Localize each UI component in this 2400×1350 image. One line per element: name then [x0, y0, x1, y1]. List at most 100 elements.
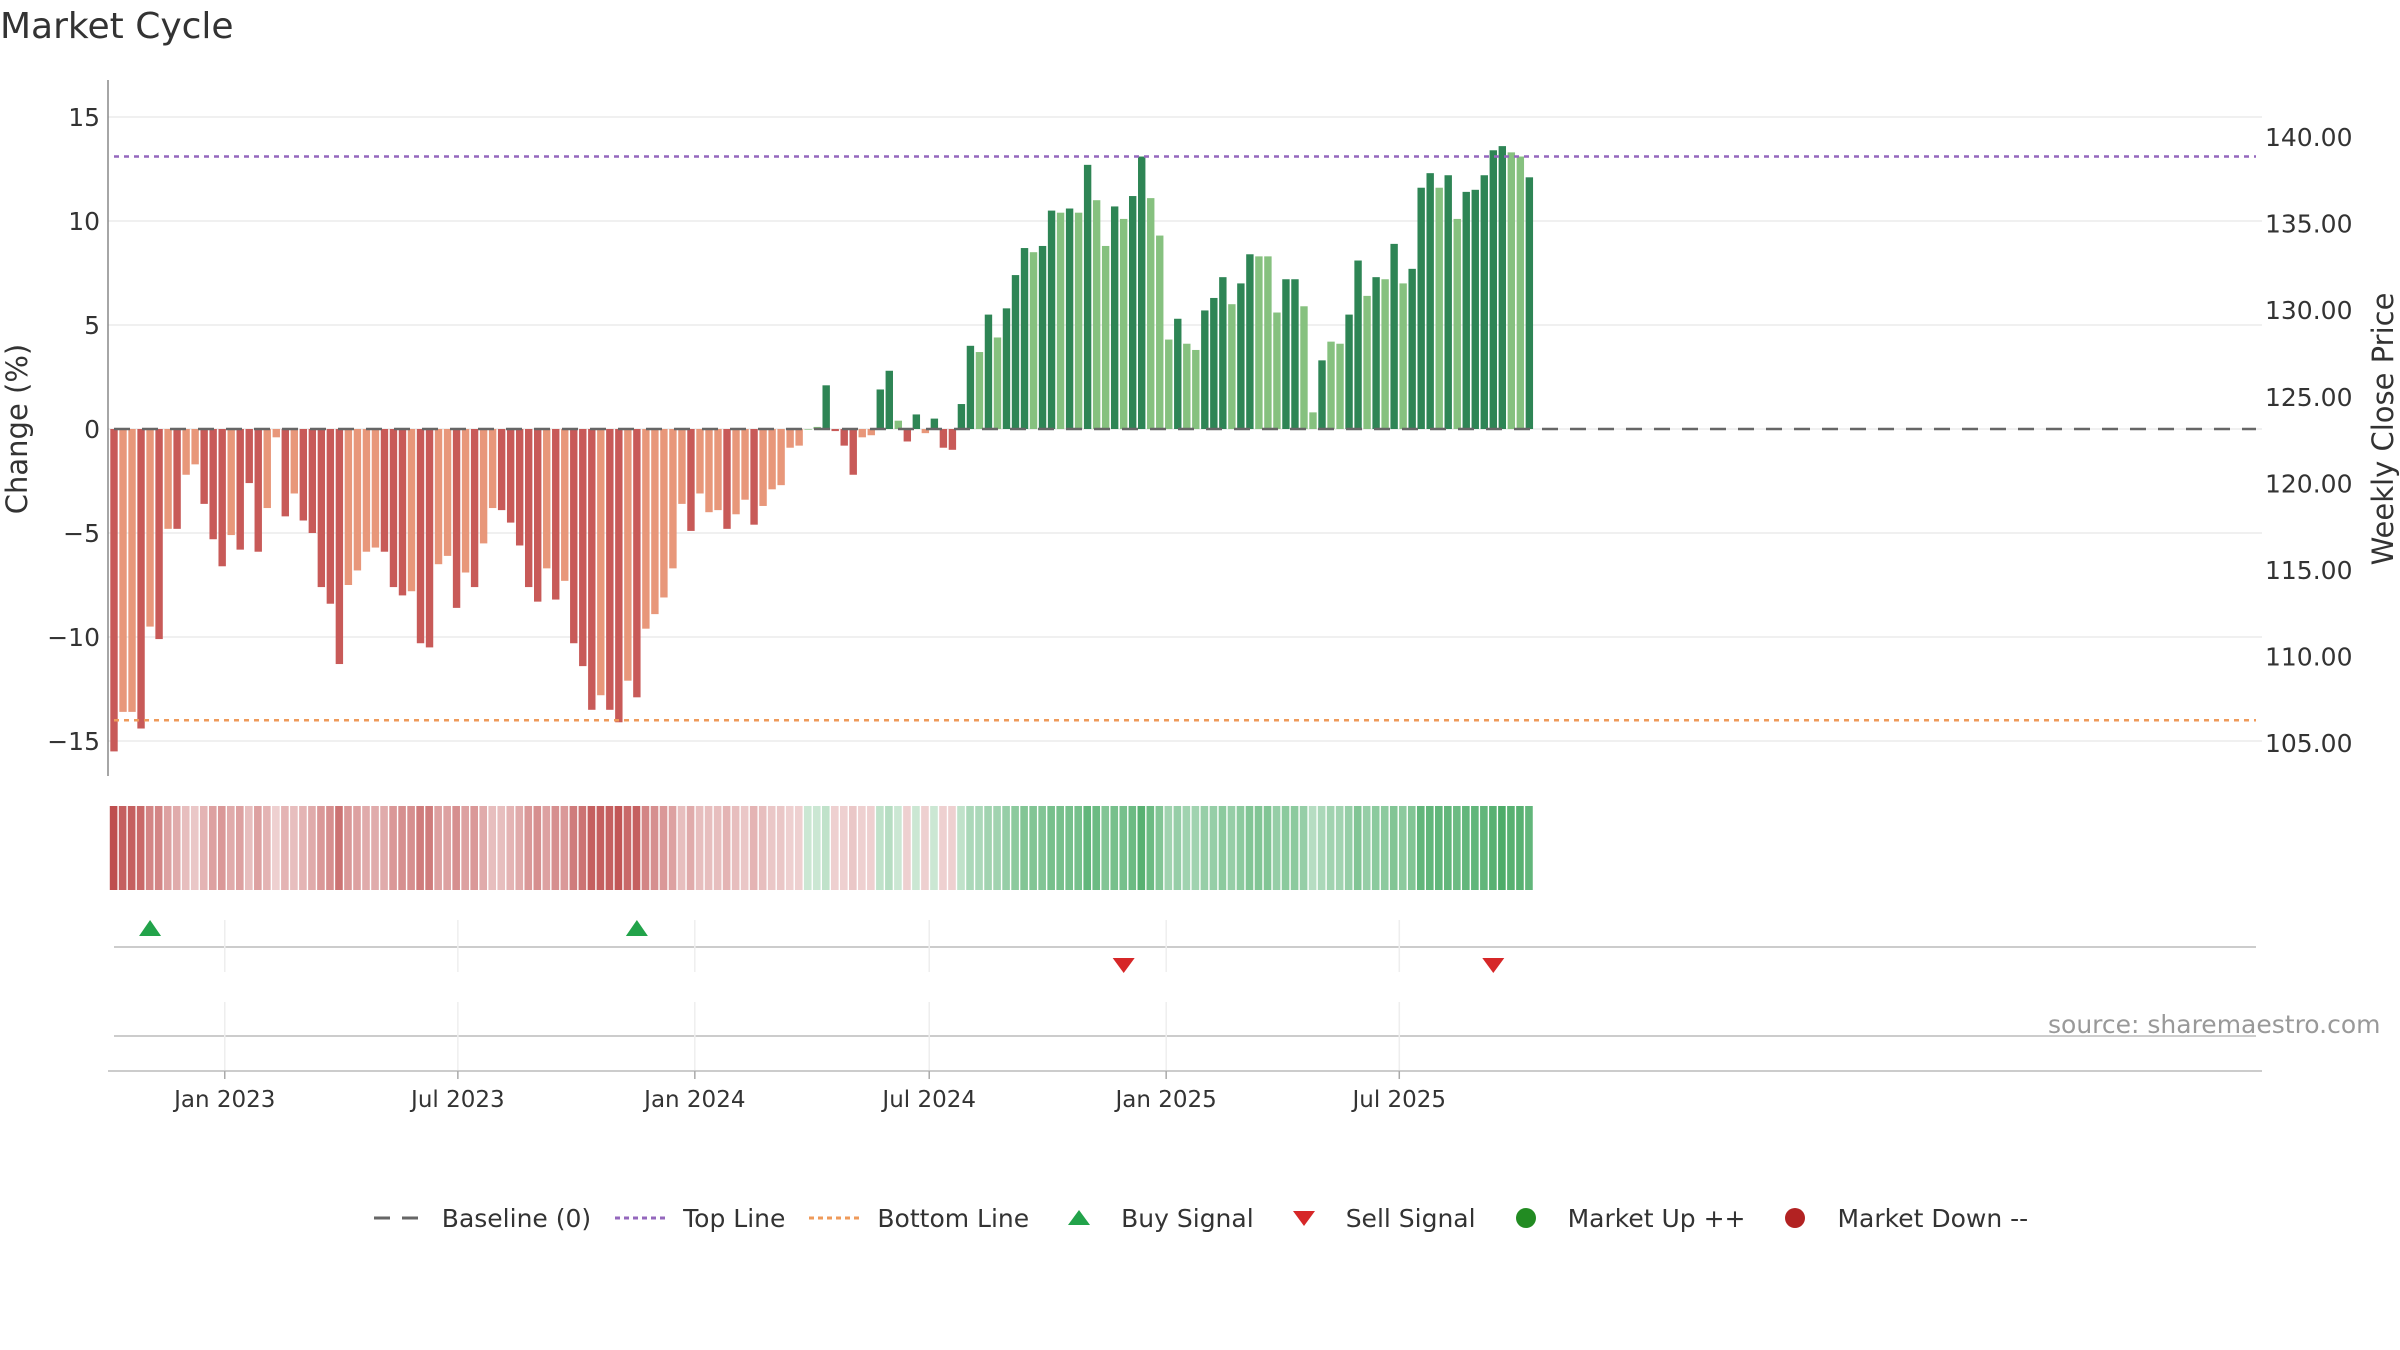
bar	[1128, 196, 1137, 429]
bar	[1011, 275, 1020, 429]
strip-cell	[479, 806, 488, 890]
strip-cell	[1272, 806, 1281, 890]
bar	[380, 429, 389, 552]
strip-cell	[506, 806, 515, 890]
strip-cell	[1227, 806, 1236, 890]
bar	[461, 429, 470, 573]
bar	[831, 429, 839, 432]
bar	[110, 429, 118, 752]
bar	[1074, 212, 1083, 429]
x-tick-label: Jan 2025	[1114, 1087, 1217, 1113]
bar	[669, 429, 677, 569]
strip-cell	[1462, 806, 1470, 890]
bar	[678, 429, 686, 504]
bar	[1101, 245, 1110, 429]
bar	[732, 429, 740, 515]
legend-swatch	[1498, 1206, 1554, 1230]
strip-cell	[948, 806, 956, 890]
bar	[633, 429, 641, 698]
bar	[1363, 295, 1371, 429]
bar	[642, 429, 650, 629]
bar	[191, 429, 199, 465]
bar	[867, 429, 875, 436]
bar	[1183, 343, 1191, 429]
strip-cell	[596, 806, 605, 890]
bar	[930, 418, 939, 429]
strip-cell	[858, 806, 866, 890]
strip-cell	[1335, 806, 1344, 890]
y-tick-label-right: 120.00	[2265, 469, 2352, 498]
strip-cell	[389, 806, 397, 890]
bar	[443, 429, 452, 556]
strip-cell	[1146, 806, 1155, 890]
strip-cell	[713, 806, 722, 890]
bar	[579, 429, 587, 667]
bar	[200, 429, 208, 504]
bar	[317, 429, 326, 588]
y-tick-label-left: −10	[47, 623, 100, 652]
strip-cell	[1191, 806, 1200, 890]
bar	[182, 429, 190, 475]
bar	[1444, 175, 1452, 429]
y-tick-label-left: 0	[84, 415, 100, 444]
strip-cell	[632, 806, 641, 890]
bar	[362, 429, 371, 552]
strip-cell	[1498, 806, 1506, 890]
legend-swatch	[372, 1206, 428, 1230]
strip-cell	[1047, 806, 1055, 890]
bar	[524, 429, 533, 588]
strip-cell	[1425, 806, 1434, 890]
legend-swatch	[1767, 1206, 1823, 1230]
strip-cell	[1444, 806, 1452, 890]
bar	[921, 429, 930, 434]
bar	[1273, 312, 1281, 429]
bar	[1345, 314, 1353, 429]
source-note: source: sharemaestro.com	[2048, 1010, 2381, 1039]
bar	[957, 404, 966, 429]
strip-cell	[272, 806, 280, 890]
strip-cell	[1344, 806, 1353, 890]
legend-item: Buy Signal	[1051, 1204, 1254, 1233]
strip-cell	[263, 806, 271, 890]
strip-cell	[1254, 806, 1263, 890]
bar	[1110, 206, 1119, 429]
bar	[335, 429, 344, 665]
bar	[912, 414, 921, 429]
legend-symbol	[1292, 1211, 1315, 1226]
strip-cell	[614, 806, 623, 890]
bar	[1165, 339, 1173, 429]
strip-cell	[1326, 806, 1335, 890]
bar	[1381, 279, 1389, 429]
bar	[1002, 308, 1011, 429]
strip-cell	[1236, 806, 1245, 890]
sell-signal-marker	[1112, 958, 1135, 973]
strip-cell	[407, 806, 415, 890]
bar	[254, 429, 262, 552]
bar	[1390, 243, 1398, 429]
bar	[1435, 187, 1443, 429]
strip-cell	[876, 806, 884, 890]
x-tick-label: Jul 2025	[1350, 1087, 1446, 1113]
strip-cell	[605, 806, 614, 890]
bar	[606, 429, 614, 710]
strip-cell	[930, 806, 938, 890]
bar	[1065, 208, 1074, 429]
strip-cell	[758, 806, 767, 890]
bar	[894, 420, 903, 429]
strip-cell	[812, 806, 821, 890]
strip-cell	[1434, 806, 1443, 890]
strip-cell	[281, 806, 289, 890]
strip-cell	[767, 806, 776, 890]
bar	[1174, 318, 1182, 429]
strip-cell	[1200, 806, 1209, 890]
strip-cell	[1038, 806, 1046, 890]
legend-swatch	[1276, 1206, 1332, 1230]
strip-cell	[371, 806, 379, 890]
strip-cell	[416, 806, 424, 890]
legend-item: Baseline (0)	[372, 1204, 591, 1233]
x-tick-label: Jan 2023	[172, 1087, 275, 1113]
bar	[299, 429, 308, 521]
bar	[750, 429, 758, 525]
legend-symbol	[1068, 1210, 1091, 1225]
strip-cell	[524, 806, 533, 890]
